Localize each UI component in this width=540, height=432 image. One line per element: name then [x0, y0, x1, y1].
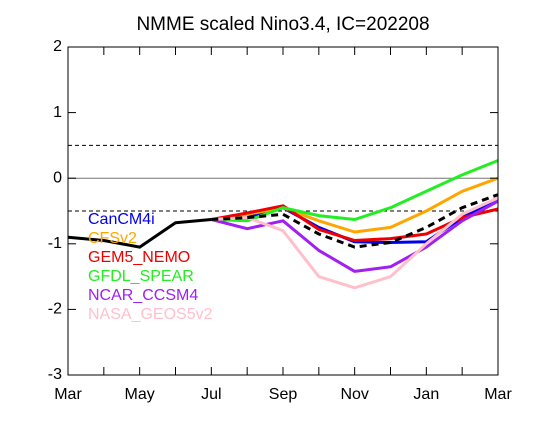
y-tick-label: 0 [53, 169, 62, 186]
series-line [210, 199, 499, 273]
y-tick-label: -1 [48, 235, 62, 252]
x-tick-label: Mar [54, 386, 82, 403]
x-tick-label: Jan [413, 386, 439, 403]
y-tick-label: 1 [53, 104, 62, 121]
series-line [67, 218, 212, 249]
legend-label: GFDL_SPEAR [88, 268, 194, 285]
legend-label: CanCM4i [88, 211, 155, 228]
legend-label: GEM5_NEMO [88, 249, 190, 266]
x-tick-label: Mar [484, 386, 512, 403]
series-line [211, 193, 499, 249]
y-tick-label: -3 [48, 366, 62, 383]
series-line [211, 196, 499, 290]
series-line [211, 159, 499, 223]
chart-title: NMME scaled Nino3.4, IC=202208 [136, 14, 429, 35]
x-tick-label: May [125, 386, 155, 403]
y-tick-label: 2 [53, 38, 62, 55]
legend-label: CFSv2 [88, 230, 137, 247]
x-tick-label: Jul [201, 386, 221, 403]
legend-label: NASA_GEOS5v2 [88, 306, 213, 323]
x-tick-label: Sep [269, 386, 298, 403]
y-tick-label: -2 [48, 301, 62, 318]
x-tick-label: Nov [340, 386, 368, 403]
legend-label: NCAR_CCSM4 [88, 287, 198, 304]
